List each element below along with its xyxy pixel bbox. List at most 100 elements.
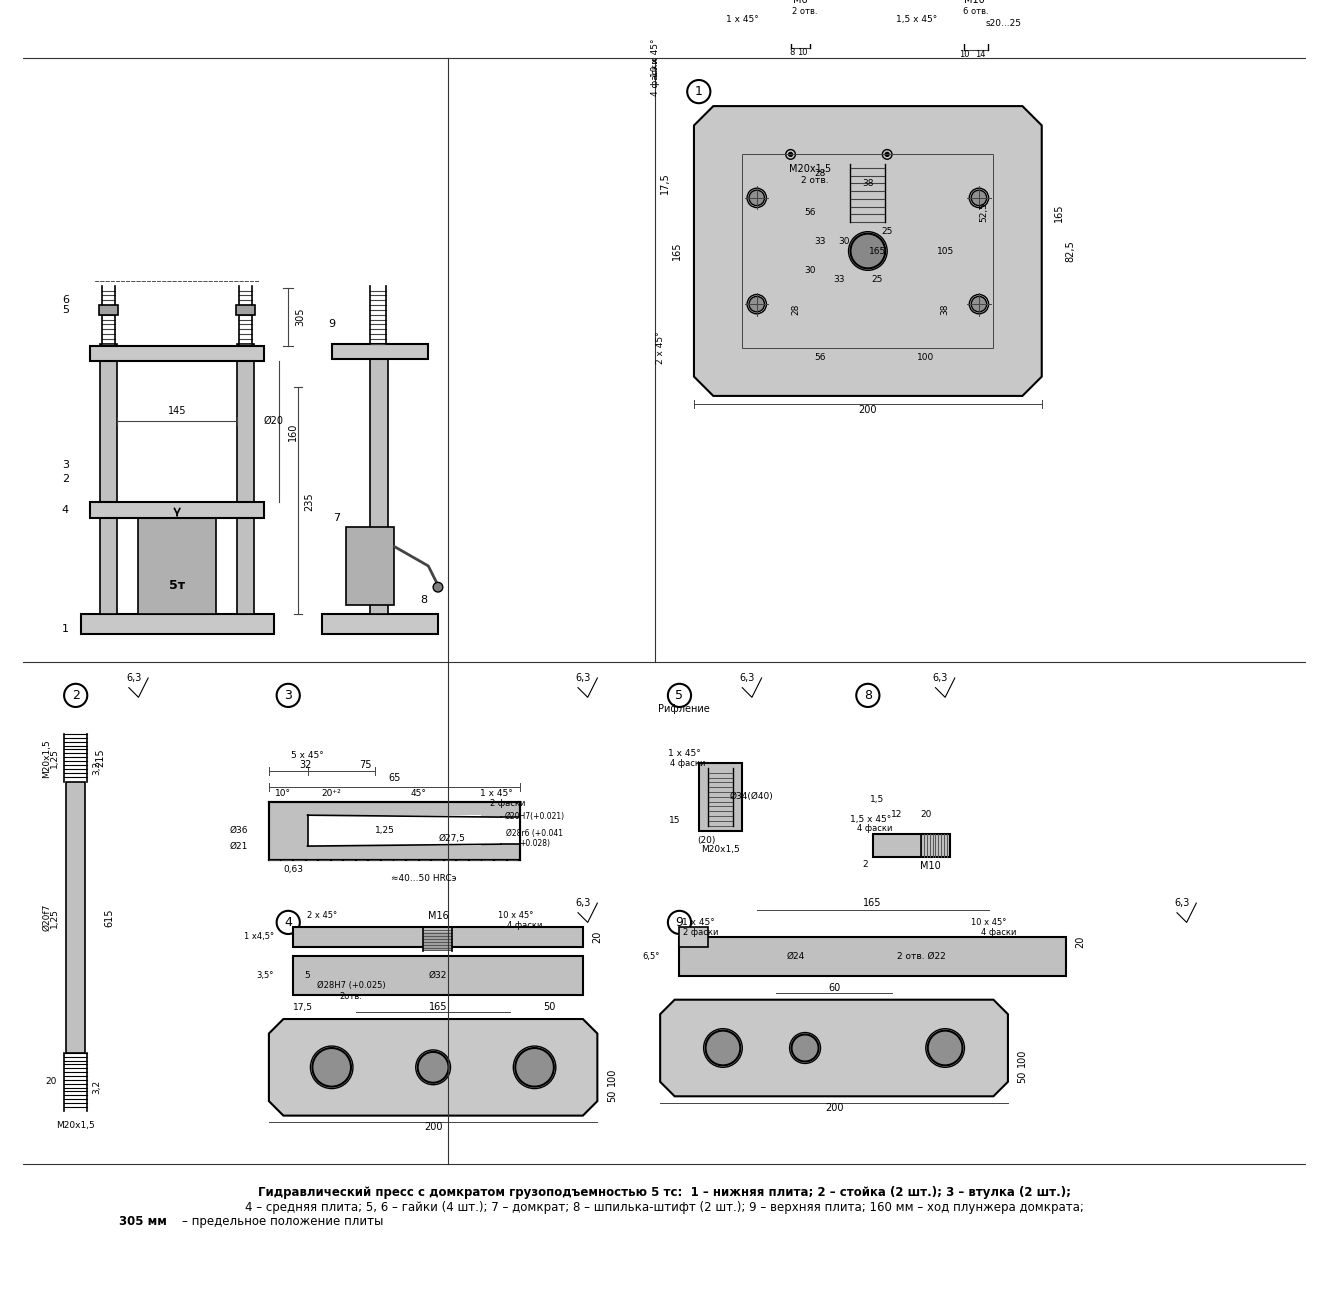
Text: М6: М6 <box>793 0 808 5</box>
Text: 1,5 x 45°: 1,5 x 45° <box>851 815 892 824</box>
Text: 10°: 10° <box>275 789 291 798</box>
Text: Ø24: Ø24 <box>787 952 804 961</box>
Text: 38: 38 <box>941 304 950 314</box>
Text: Ø27,5: Ø27,5 <box>439 833 466 842</box>
Text: Ø20: Ø20 <box>263 416 283 426</box>
Text: 50: 50 <box>607 1090 617 1102</box>
Bar <box>307 815 481 846</box>
Circle shape <box>750 296 764 312</box>
Bar <box>743 154 994 348</box>
Text: 1 x 45°: 1 x 45° <box>668 748 700 758</box>
Text: s20...25: s20...25 <box>985 20 1021 29</box>
Circle shape <box>885 153 889 156</box>
Text: М20х1,5: М20х1,5 <box>789 164 831 173</box>
Text: 8: 8 <box>420 595 427 605</box>
Text: 1,25: 1,25 <box>375 827 395 835</box>
Text: 28: 28 <box>813 170 825 179</box>
Bar <box>237 305 255 314</box>
Text: М20х1,5: М20х1,5 <box>56 1120 96 1129</box>
Text: 1,25: 1,25 <box>51 908 58 927</box>
Text: 10 x 45°: 10 x 45° <box>651 39 659 77</box>
Text: Ø21: Ø21 <box>230 841 247 850</box>
Bar <box>98 305 118 314</box>
Circle shape <box>706 1030 740 1065</box>
Bar <box>66 782 85 1052</box>
Text: 0,63: 0,63 <box>283 865 303 874</box>
Text: 12: 12 <box>892 810 902 819</box>
Text: Гидравлический пресс с домкратом грузоподъемностью 5 тс:  1 – нижняя плита; 2 – : Гидравлический пресс с домкратом грузопо… <box>258 1187 1071 1200</box>
Circle shape <box>928 1030 962 1065</box>
Circle shape <box>312 1048 351 1086</box>
Text: 8: 8 <box>864 689 872 702</box>
Bar <box>699 763 743 831</box>
Circle shape <box>792 1034 819 1061</box>
Text: 6 отв.: 6 отв. <box>964 7 989 16</box>
Text: 3,2: 3,2 <box>93 1080 101 1094</box>
Bar <box>424 932 452 952</box>
Text: 20: 20 <box>1075 935 1086 948</box>
Bar <box>873 833 950 857</box>
Text: 50: 50 <box>1018 1071 1027 1084</box>
Circle shape <box>516 1048 554 1086</box>
Text: Ø20f7: Ø20f7 <box>43 904 52 931</box>
Text: 4 фаски: 4 фаски <box>981 927 1015 936</box>
Polygon shape <box>268 1018 597 1116</box>
Text: 56: 56 <box>804 207 816 216</box>
Bar <box>138 518 215 614</box>
Text: 20: 20 <box>920 810 932 819</box>
Bar <box>371 344 388 614</box>
Text: 32: 32 <box>299 760 312 769</box>
Text: 6,3: 6,3 <box>575 898 590 908</box>
Text: 3,2: 3,2 <box>93 760 101 775</box>
Text: 200: 200 <box>859 406 877 416</box>
Text: 2отв.: 2отв. <box>340 992 363 1001</box>
Text: 50: 50 <box>542 1003 556 1012</box>
Text: Ø20H7(+0.021): Ø20H7(+0.021) <box>505 811 565 820</box>
Text: 4: 4 <box>62 505 69 515</box>
Text: 2 отв.: 2 отв. <box>792 7 817 16</box>
Text: 160: 160 <box>288 422 298 441</box>
Text: 165: 165 <box>671 241 682 261</box>
Bar <box>237 344 254 614</box>
Text: 5: 5 <box>62 305 69 316</box>
Text: 9: 9 <box>675 915 683 928</box>
Text: 30: 30 <box>804 266 816 275</box>
Text: ≈40...50 HRCэ: ≈40...50 HRCэ <box>391 875 456 883</box>
Bar <box>322 614 439 634</box>
Bar <box>294 956 583 995</box>
Text: 165: 165 <box>869 246 886 256</box>
Text: 82,5: 82,5 <box>1066 240 1075 262</box>
Text: 33: 33 <box>833 275 845 284</box>
Text: 1,5 x 45°: 1,5 x 45° <box>896 14 937 23</box>
Text: Рифление: Рифление <box>658 704 710 713</box>
Text: 60: 60 <box>828 983 840 994</box>
Text: Ø36: Ø36 <box>229 827 247 835</box>
Bar <box>294 927 583 947</box>
Text: 38: 38 <box>863 179 873 188</box>
Text: 65: 65 <box>388 772 400 782</box>
Text: (20): (20) <box>698 836 716 845</box>
Text: 6,3: 6,3 <box>1174 898 1189 908</box>
Text: 1,5: 1,5 <box>870 795 885 805</box>
Bar <box>307 818 520 844</box>
Circle shape <box>971 296 986 312</box>
Text: 6,3: 6,3 <box>126 673 141 683</box>
Text: 215: 215 <box>94 748 105 768</box>
Bar <box>81 614 274 634</box>
Text: 200: 200 <box>825 1103 844 1112</box>
Text: 165: 165 <box>864 898 882 908</box>
Bar <box>332 344 428 359</box>
Text: 3: 3 <box>62 459 69 469</box>
Text: 305: 305 <box>295 308 304 326</box>
Text: 2 отв. Ø22: 2 отв. Ø22 <box>897 952 945 961</box>
Text: 56: 56 <box>813 353 825 361</box>
Text: 6: 6 <box>62 295 69 305</box>
Text: 10: 10 <box>797 48 808 57</box>
Polygon shape <box>661 1000 1007 1097</box>
Circle shape <box>750 190 764 206</box>
Circle shape <box>851 233 885 269</box>
Bar <box>268 802 520 859</box>
Text: 4 фаски: 4 фаски <box>857 824 892 833</box>
Text: 105: 105 <box>937 246 954 256</box>
Text: 6,3: 6,3 <box>739 673 755 683</box>
